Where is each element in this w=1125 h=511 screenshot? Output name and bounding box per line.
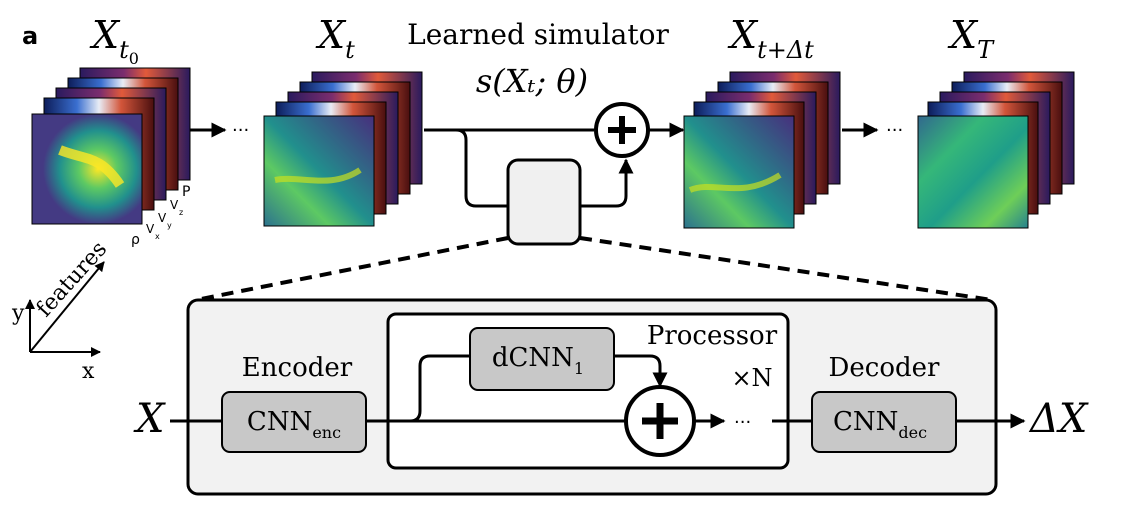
dcnn-block-label: dCNN1 — [492, 343, 584, 378]
state-label-t: Xt — [315, 13, 355, 64]
state-label-t0: Xt0 — [89, 13, 139, 68]
feature-labels: ρ V x V y V z P — [131, 184, 190, 248]
panel-label: a — [22, 22, 38, 50]
axis-x-label: x — [82, 359, 95, 384]
zoom-line-right — [579, 236, 993, 302]
decoder-title: Decoder — [829, 353, 940, 383]
axes-glyph: y x features — [11, 237, 112, 384]
ellipsis-1: ··· — [232, 120, 249, 141]
state-stack-t — [263, 71, 423, 227]
dcnn-to-plus-arrow — [614, 354, 668, 388]
decoder-block-label: CNNdec — [833, 407, 927, 442]
branch-to-model — [455, 128, 508, 208]
processor-branch-line — [409, 354, 470, 423]
zoom-line-left — [195, 236, 509, 302]
svg-text:x: x — [155, 232, 160, 241]
svg-text:ρ: ρ — [131, 232, 140, 248]
svg-text:z: z — [179, 208, 183, 217]
axis-y-label: y — [11, 301, 25, 326]
svg-text:V: V — [146, 222, 155, 236]
model-to-plus-arrow — [580, 158, 634, 208]
network-input-label: X — [133, 396, 166, 442]
state-stack-T — [917, 71, 1075, 229]
processor-ellipsis: ··· — [734, 412, 751, 433]
svg-text:V: V — [158, 211, 167, 225]
state-stack-t0 — [31, 67, 191, 225]
state-stack-t-dt — [683, 71, 841, 229]
model-box — [506, 158, 582, 246]
state-label-t-dt: Xt+Δt — [727, 13, 814, 64]
encoder-block-label: CNNenc — [247, 407, 341, 442]
simulator-title: Learned simulator — [407, 18, 669, 51]
axis-features-label: features — [32, 237, 112, 322]
svg-text:y: y — [167, 221, 172, 230]
encoder-title: Encoder — [242, 353, 353, 383]
processor-title: Processor — [647, 321, 778, 351]
dcnn-block — [469, 327, 615, 391]
add-node-bottom — [624, 385, 696, 457]
svg-text:V: V — [170, 198, 179, 212]
add-node-top — [594, 102, 650, 158]
network-output-label: ΔX — [1028, 396, 1089, 442]
simulator-formula: s(Xₜ; θ) — [476, 62, 588, 100]
svg-text:P: P — [182, 184, 190, 200]
repeat-label: ×N — [731, 364, 772, 392]
ellipsis-2: ··· — [886, 120, 903, 141]
state-label-T: XT — [947, 13, 995, 64]
